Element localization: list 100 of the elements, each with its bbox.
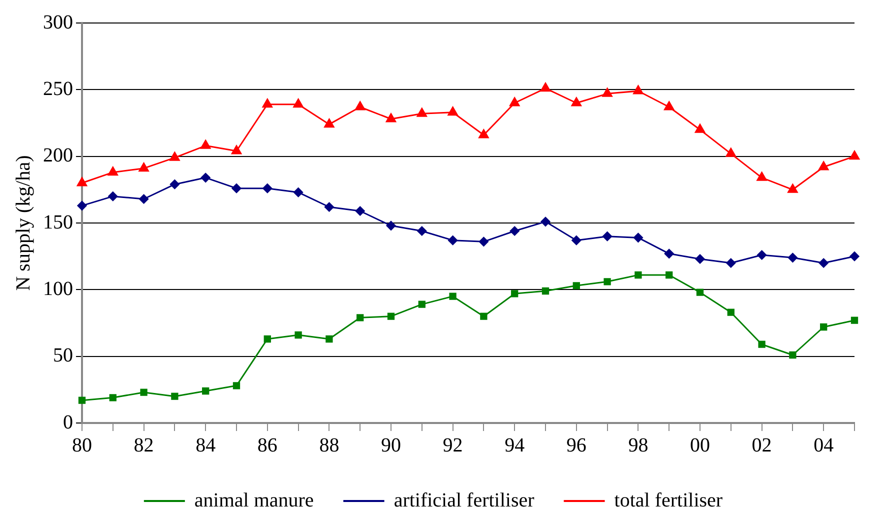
x-tick-label: 80 [72, 434, 92, 456]
point [386, 220, 396, 230]
point [849, 150, 860, 160]
point [200, 140, 211, 149]
point [78, 396, 86, 404]
x-tick-label: 02 [752, 434, 772, 456]
x-tick-label: 84 [196, 434, 216, 456]
y-tick-label: 300 [43, 11, 73, 34]
y-tick-label: 150 [43, 211, 73, 234]
point [480, 312, 488, 320]
point [294, 331, 302, 339]
y-tick-label: 100 [43, 278, 73, 300]
legend-label: artificial fertiliser [394, 489, 535, 512]
point [138, 162, 149, 172]
x-tick-label: 04 [814, 434, 834, 456]
point [294, 188, 304, 198]
x-tick-label: 88 [319, 434, 340, 456]
point [355, 206, 365, 216]
point [171, 392, 178, 400]
point [511, 290, 518, 298]
point [170, 180, 180, 190]
point [448, 236, 458, 246]
point [788, 252, 798, 262]
point [788, 184, 798, 193]
point [108, 166, 118, 176]
point [726, 148, 736, 157]
point [448, 106, 458, 116]
point [510, 97, 520, 106]
point [542, 287, 550, 295]
point [416, 108, 427, 117]
point [355, 101, 366, 110]
y-tick-label: 200 [43, 144, 73, 167]
y-tick-label: 0 [63, 411, 73, 434]
point [695, 254, 705, 264]
point [77, 200, 87, 210]
point [418, 300, 426, 308]
point [820, 323, 828, 331]
point [850, 252, 860, 262]
point [604, 278, 611, 286]
y-tick-label: 50 [53, 344, 73, 367]
point [139, 194, 149, 204]
x-tick-label: 00 [690, 434, 710, 456]
point [850, 316, 858, 324]
point [633, 232, 643, 242]
x-tick-label: 82 [134, 434, 154, 456]
point [417, 226, 427, 236]
point [756, 172, 767, 181]
point [602, 88, 612, 97]
point [356, 314, 364, 322]
point [758, 340, 766, 348]
point [387, 312, 395, 320]
x-tick-label: 90 [381, 434, 401, 456]
point [664, 101, 674, 110]
point [262, 98, 272, 108]
point [449, 292, 456, 300]
point [108, 192, 118, 202]
point [231, 145, 242, 154]
point [293, 98, 304, 108]
x-tick-label: 98 [628, 434, 648, 456]
point [478, 129, 489, 138]
point [478, 236, 488, 246]
point [571, 97, 582, 106]
point [540, 82, 551, 92]
point [232, 184, 242, 194]
point [170, 152, 180, 161]
point [324, 202, 334, 212]
point [666, 271, 673, 279]
point [262, 184, 272, 194]
point [694, 124, 706, 133]
point [633, 85, 644, 94]
point [76, 177, 88, 186]
x-tick-label: 92 [442, 434, 463, 456]
point [264, 335, 271, 343]
point [757, 250, 767, 260]
point [140, 388, 148, 396]
point [789, 351, 796, 359]
point [109, 394, 116, 402]
point [324, 118, 334, 128]
point [818, 258, 828, 268]
point [540, 216, 550, 226]
point [202, 387, 210, 395]
point [232, 382, 240, 390]
point [572, 236, 582, 246]
x-tick-label: 96 [566, 434, 586, 456]
point [510, 226, 520, 236]
point [726, 258, 736, 268]
point [200, 172, 210, 182]
legend-label: animal manure [194, 489, 314, 512]
y-axis-title: N supply (kg/ha) [12, 155, 34, 291]
point [572, 282, 580, 290]
point [326, 335, 333, 343]
point [386, 113, 396, 122]
point [696, 288, 704, 296]
y-tick-label: 250 [43, 78, 73, 100]
point [727, 308, 734, 316]
point [602, 232, 612, 242]
x-tick-label: 94 [504, 434, 525, 456]
point [818, 161, 829, 170]
legend-label: total fertiliser [614, 489, 723, 512]
x-tick-label: 86 [257, 434, 278, 456]
